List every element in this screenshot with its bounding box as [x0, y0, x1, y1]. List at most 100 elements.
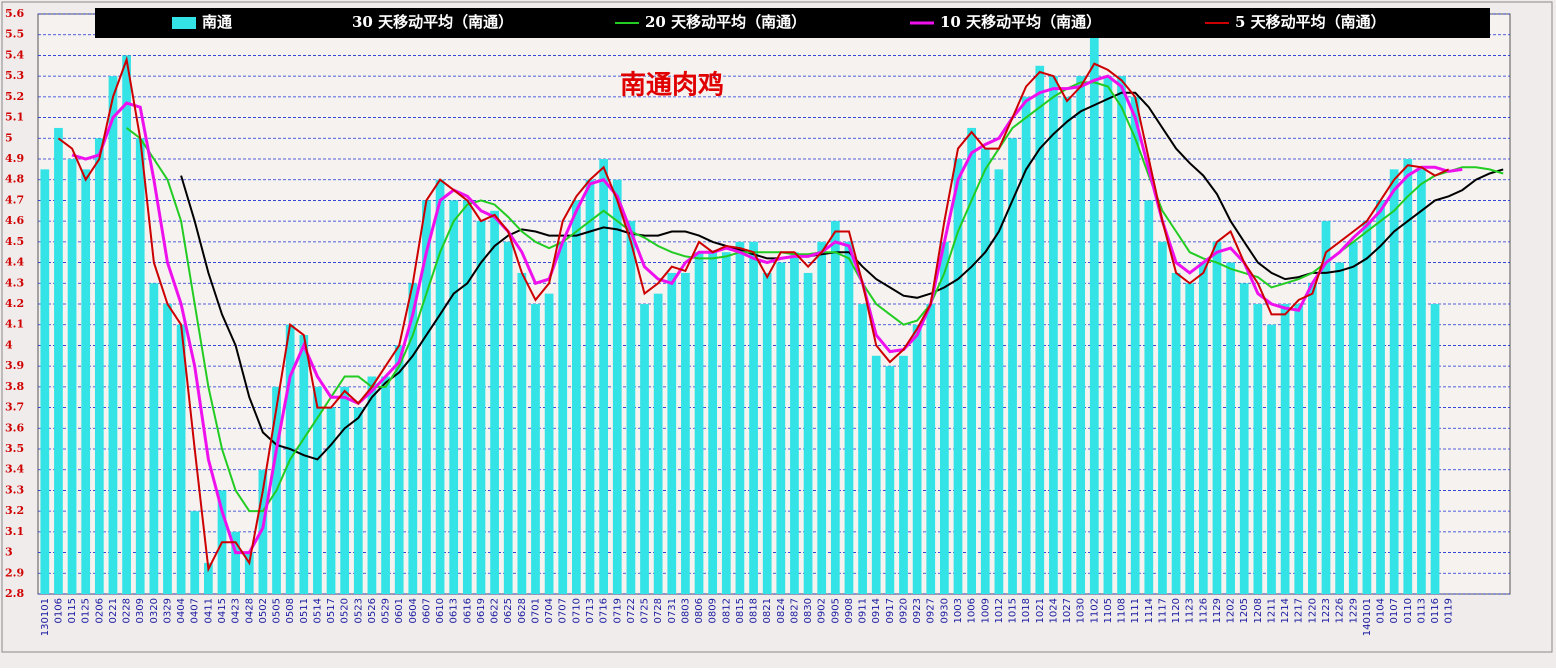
x-tick-label: 0827 — [789, 598, 800, 623]
bar — [163, 304, 172, 594]
x-tick-label: 130101 — [40, 598, 51, 636]
x-tick-label: 0125 — [81, 598, 92, 623]
bar — [449, 200, 459, 594]
x-tick-label: 1223 — [1321, 598, 1332, 623]
y-tick-label: 4.6 — [5, 214, 24, 227]
bar — [503, 241, 513, 594]
x-tick-label: 0902 — [817, 598, 828, 623]
bar — [408, 283, 418, 594]
y-tick-label: 3.5 — [5, 442, 24, 455]
x-tick-label: 0616 — [462, 598, 473, 623]
bar — [1089, 34, 1099, 594]
line — [71, 74, 1463, 555]
bar — [585, 179, 595, 594]
bar — [81, 169, 91, 594]
bar — [1144, 200, 1154, 594]
legend-label: 20 天移动平均（南通） — [645, 13, 806, 31]
y-tick-label: 3.9 — [5, 359, 24, 372]
x-tick-label: 1003 — [953, 598, 964, 623]
x-tick-label: 1018 — [1021, 598, 1032, 623]
y-tick-label: 4.2 — [5, 297, 24, 310]
bar — [1267, 324, 1276, 594]
bar — [531, 304, 540, 594]
x-tick-label: 1111 — [1130, 598, 1141, 623]
y-tick-label: 2.8 — [5, 587, 24, 600]
bar — [1171, 272, 1181, 594]
bar — [1376, 200, 1385, 594]
bar — [394, 345, 404, 594]
bar — [790, 252, 799, 594]
bar — [122, 55, 131, 594]
y-tick-label: 5.2 — [5, 90, 24, 103]
x-tick-label: 0927 — [926, 598, 937, 623]
x-tick-label: 0411 — [203, 598, 214, 623]
y-tick-label: 5.1 — [5, 111, 24, 124]
x-tick-label: 0526 — [367, 598, 378, 623]
line — [57, 55, 1450, 573]
bar — [626, 221, 636, 594]
bar — [231, 531, 240, 594]
x-tick-label: 0701 — [530, 598, 541, 623]
bar — [1130, 96, 1140, 594]
y-tick-label: 3.4 — [5, 463, 24, 476]
x-tick-label: 0613 — [449, 598, 460, 623]
bar — [871, 355, 881, 594]
x-tick-label: 1129 — [1212, 598, 1223, 623]
bar — [190, 511, 200, 594]
x-tick-label: 0830 — [803, 598, 814, 623]
bar — [94, 138, 104, 595]
bar — [912, 324, 922, 594]
bar — [1062, 96, 1072, 594]
x-tick-label: 0523 — [353, 598, 364, 623]
bar — [653, 293, 663, 594]
x-tick-label: 140101 — [1362, 598, 1373, 636]
x-tick-label: 0707 — [558, 598, 569, 623]
bar — [1239, 283, 1249, 594]
x-tick-label: 0917 — [885, 598, 896, 623]
bar — [1389, 169, 1399, 594]
x-tick-label: 1220 — [1307, 598, 1318, 623]
x-tick-label: 0320 — [149, 598, 160, 623]
bar — [367, 376, 377, 594]
bar — [1185, 283, 1195, 594]
x-tick-label: 1027 — [1062, 598, 1073, 623]
x-tick-label: 0329 — [162, 598, 173, 623]
x-tick-label: 1126 — [1198, 598, 1209, 623]
bar — [994, 169, 1004, 594]
x-tick-label: 1123 — [1185, 598, 1196, 623]
x-tick-label: 0731 — [667, 598, 678, 623]
bar — [667, 272, 677, 594]
bar — [776, 262, 786, 594]
bar — [1417, 169, 1426, 594]
x-tick-label: 1009 — [980, 598, 991, 623]
bar — [490, 210, 499, 595]
bar — [1021, 96, 1031, 594]
x-tick-label: 0119 — [1444, 598, 1455, 623]
x-tick-label: 1108 — [1117, 598, 1128, 623]
x-tick-label: 0110 — [1403, 598, 1414, 623]
bar — [1253, 304, 1263, 594]
legend-label: 10 天移动平均（南通） — [940, 13, 1101, 31]
x-tick-label: 0221 — [108, 598, 119, 623]
x-tick-label: 0228 — [122, 598, 133, 623]
bar — [1294, 304, 1304, 594]
bar — [1198, 262, 1208, 594]
x-tick-label: 0824 — [776, 598, 787, 623]
bar — [885, 366, 895, 594]
x-tick-label: 1214 — [1280, 598, 1291, 623]
x-tick-label: 0601 — [394, 598, 405, 623]
legend-label: 5 天移动平均（南通） — [1235, 13, 1386, 31]
x-tick-label: 1226 — [1335, 598, 1346, 623]
x-tick-label: 0604 — [408, 598, 419, 623]
bar — [1335, 262, 1344, 594]
y-tick-label: 3 — [5, 546, 13, 559]
bar — [381, 376, 390, 594]
y-tick-label: 3.1 — [5, 525, 24, 538]
x-tick-label: 0719 — [612, 598, 623, 623]
bar — [572, 200, 581, 594]
legend-label: 30 天移动平均（南通） — [352, 13, 513, 31]
y-tick-label: 4 — [5, 338, 13, 351]
y-tick-label: 2.9 — [5, 566, 24, 579]
bar — [258, 469, 268, 594]
